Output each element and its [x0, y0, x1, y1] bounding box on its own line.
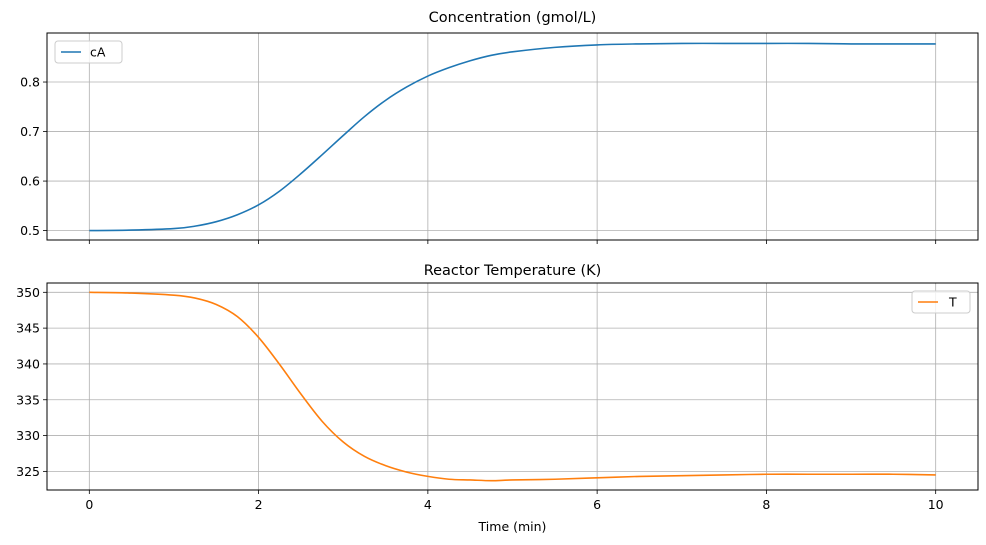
y-tick-label: 0.8	[20, 75, 40, 90]
concentration-grid	[47, 33, 978, 240]
temperature-plot-area: 0 2 4 6 8 10 325 330 335 340 345 350 T	[16, 282, 979, 512]
legend-frame	[911, 290, 971, 314]
series-line-t	[89, 291, 936, 482]
y-tick-label: 345	[16, 321, 40, 336]
concentration-plot-area: 0.5 0.6 0.7 0.8 cA	[20, 32, 979, 244]
concentration-frame	[46, 32, 979, 241]
series-line-ca	[89, 42, 936, 232]
temperature-legend: T	[911, 290, 971, 314]
concentration-axes: Concentration (gmol/L) 0.5 0.6 0.7 0.8 cA	[20, 10, 979, 244]
legend-label-t: T	[948, 295, 957, 310]
x-axis-label: Time (min)	[478, 519, 547, 534]
y-tick-label: 335	[16, 392, 40, 407]
y-tick-label: 0.5	[20, 223, 40, 238]
y-tick-label: 330	[16, 428, 40, 443]
legend-label-ca: cA	[90, 45, 106, 60]
y-tick-label: 340	[16, 356, 40, 371]
y-tick-label: 0.7	[20, 124, 40, 139]
temperature-frame	[46, 282, 979, 491]
x-tick-label: 4	[424, 497, 432, 512]
temperature-ticks: 0 2 4 6 8 10 325 330 335 340 345 350	[16, 285, 944, 512]
x-tick-label: 8	[762, 497, 770, 512]
x-tick-label: 0	[85, 497, 93, 512]
y-tick-label: 350	[16, 285, 40, 300]
x-tick-label: 10	[928, 497, 944, 512]
temperature-axes: Reactor Temperature (K) 0 2 4 6 8 10 325 330 335…	[16, 263, 979, 534]
temperature-grid	[47, 283, 978, 490]
legend-frame	[54, 40, 123, 64]
x-tick-label: 2	[255, 497, 263, 512]
x-tick-label: 6	[593, 497, 601, 512]
concentration-ticks: 0.5 0.6 0.7 0.8	[20, 75, 937, 244]
temperature-title: Reactor Temperature (K)	[424, 263, 602, 279]
temperature-series	[89, 291, 936, 482]
concentration-title: Concentration (gmol/L)	[429, 10, 597, 26]
y-tick-label: 325	[16, 464, 40, 479]
y-tick-label: 0.6	[20, 174, 40, 189]
concentration-legend: cA	[54, 40, 123, 64]
concentration-series	[89, 42, 936, 232]
